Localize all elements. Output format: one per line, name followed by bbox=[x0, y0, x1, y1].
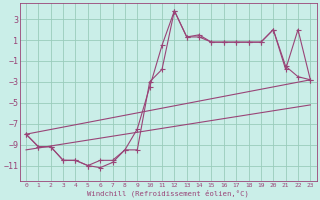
X-axis label: Windchill (Refroidissement éolien,°C): Windchill (Refroidissement éolien,°C) bbox=[87, 189, 249, 197]
